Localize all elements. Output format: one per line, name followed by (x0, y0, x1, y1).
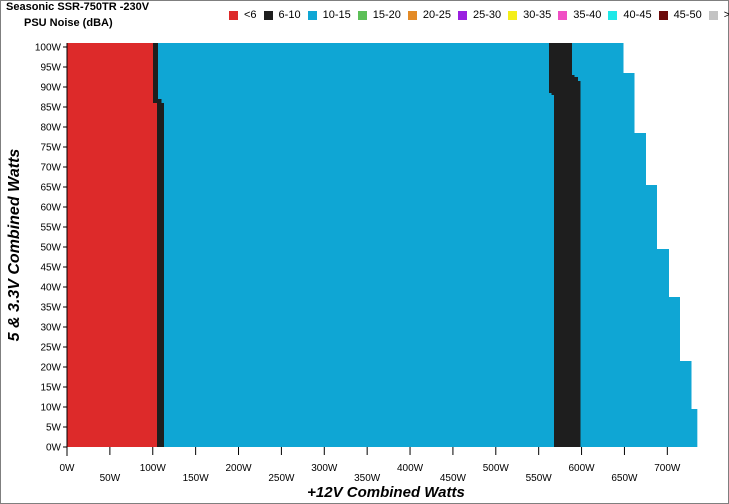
x-tick-label: 500W (483, 463, 510, 474)
x-tick-label: 400W (397, 463, 424, 474)
y-tick-label: 90W (40, 83, 61, 94)
x-tick-label: 300W (311, 463, 338, 474)
legend-label: 10-15 (322, 9, 351, 21)
y-tick-label: 45W (40, 263, 61, 274)
y-tick-label: 70W (40, 163, 61, 174)
noise-region (572, 43, 698, 447)
legend-swatch (708, 10, 718, 20)
heatmap-regions (67, 43, 698, 447)
noise-region (67, 43, 157, 447)
legend-label: 6-10 (278, 9, 301, 21)
y-tick-label: 100W (35, 43, 62, 54)
legend-label: 20-25 (422, 9, 451, 21)
y-tick-label: 65W (40, 183, 61, 194)
legend-item: 6-10 (263, 9, 301, 21)
y-tick-label: 60W (40, 203, 61, 214)
legend-label: 30-35 (523, 9, 552, 21)
x-tick-label: 700W (654, 463, 681, 474)
legend-item: 20-25 (407, 9, 451, 21)
legend-item: 30-35 (508, 9, 551, 21)
legend-item: >50 (708, 9, 729, 21)
y-tick-label: 30W (40, 323, 61, 334)
legend: <6 6-10 10-15 15-20 20-25 25-30 30-35 35-40 40-4… (229, 8, 729, 22)
y-tick-label: 25W (40, 343, 61, 354)
noise-region (152, 43, 164, 447)
legend-swatch (407, 10, 417, 20)
y-tick-label: 55W (40, 223, 61, 234)
x-tick-label: 550W (526, 473, 553, 484)
x-tick-label: 600W (568, 463, 595, 474)
y-tick-label: 40W (40, 283, 61, 294)
legend-label: 40-45 (623, 9, 652, 21)
noise-region (549, 43, 581, 447)
legend-item: 45-50 (658, 9, 702, 21)
y-tick-label: 85W (40, 103, 61, 114)
legend-label: 35-40 (573, 9, 602, 21)
legend-item: 40-45 (608, 9, 652, 21)
y-tick-label: 0W (46, 443, 62, 454)
legend-label: <6 (244, 9, 257, 21)
x-tick-label: 100W (140, 463, 167, 474)
x-tick-label: 450W (440, 473, 467, 484)
y-tick-label: 15W (40, 383, 61, 394)
legend-swatch (357, 10, 367, 20)
legend-swatch (558, 10, 568, 20)
y-tick-label: 20W (40, 363, 61, 374)
x-tick-label: 350W (354, 473, 381, 484)
y-tick-label: 5W (46, 423, 62, 434)
legend-swatch (658, 10, 668, 20)
y-tick-label: 50W (40, 243, 61, 254)
legend-item: 15-20 (357, 9, 401, 21)
legend-label: 15-20 (372, 9, 401, 21)
legend-label: 45-50 (673, 9, 702, 21)
y-tick-label: 75W (40, 143, 61, 154)
chart-title: Seasonic SSR-750TR -230V (6, 1, 150, 13)
legend-label: 25-30 (473, 9, 502, 21)
legend-swatch (608, 10, 618, 20)
x-tick-label: 0W (60, 463, 76, 474)
chart-subtitle: PSU Noise (dBA) (24, 17, 113, 29)
legend-swatch (508, 10, 518, 20)
legend-label: >50 (723, 9, 729, 21)
x-tick-label: 250W (268, 473, 295, 484)
legend-swatch (458, 10, 467, 20)
noise-region (157, 43, 555, 447)
legend-swatch (307, 10, 317, 20)
x-tick-label: 200W (225, 463, 252, 474)
y-tick-label: 10W (40, 403, 61, 414)
legend-item: 35-40 (558, 9, 601, 21)
legend-swatch (263, 10, 273, 20)
y-tick-label: 35W (40, 303, 61, 314)
x-tick-label: 150W (183, 473, 210, 484)
x-axis-label: +12V Combined Watts (307, 484, 465, 501)
y-tick-label: 95W (40, 63, 61, 74)
x-tick-label: 650W (611, 473, 638, 484)
y-tick-label: 80W (40, 123, 61, 134)
legend-item: 10-15 (307, 9, 351, 21)
legend-item: 25-30 (458, 9, 501, 21)
x-tick-label: 50W (100, 473, 121, 484)
legend-swatch (229, 10, 238, 20)
legend-item: <6 (229, 9, 257, 21)
